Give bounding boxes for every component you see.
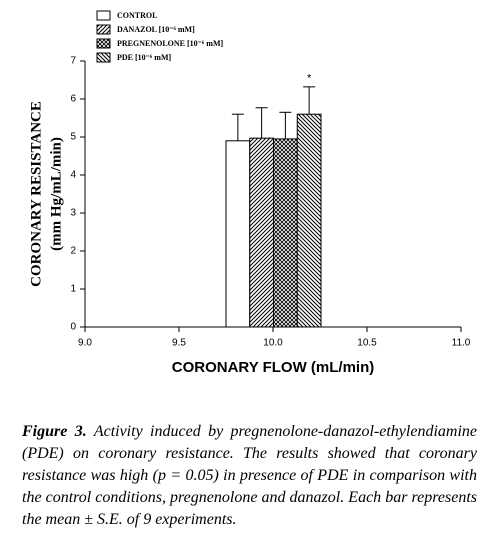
caption-label: Figure 3. — [22, 423, 87, 440]
bar — [249, 137, 274, 328]
annotation: * — [307, 73, 312, 85]
y-tick-label: 6 — [70, 94, 76, 105]
x-tick-label: 9.0 — [78, 338, 92, 349]
y-axis-subtitle: (mm Hg/mL/min) — [48, 137, 64, 251]
legend-swatch — [96, 38, 111, 49]
y-tick-label: 1 — [70, 284, 76, 295]
caption: Figure 3. Activity induced by pregnenolo… — [22, 421, 477, 531]
y-tick-label: 0 — [70, 322, 76, 333]
y-tick-label: 5 — [70, 132, 76, 143]
legend-label: PDE [10⁻⁶ mM] — [117, 53, 172, 62]
chart: CORONARY FLOW (mL/min) CORONARY RESISTAN… — [28, 10, 471, 376]
y-tick-label: 2 — [70, 246, 76, 257]
x-tick-label: 9.5 — [172, 338, 186, 349]
caption-text: Activity induced by pregnenolone-danazol… — [22, 423, 477, 528]
y-axis-title: CORONARY RESISTANCE — [28, 101, 44, 287]
legend-swatch — [96, 24, 111, 35]
x-tick-label: 11.0 — [452, 338, 471, 349]
x-tick-label: 10.5 — [357, 338, 377, 349]
legend-label: PREGNENOLONE [10⁻⁶ mM] — [117, 39, 224, 48]
x-tick-label: 10.0 — [263, 338, 283, 349]
bar — [296, 113, 322, 328]
bar — [225, 140, 251, 328]
legend-label: CONTROL — [117, 11, 157, 20]
legend-swatch — [96, 10, 111, 21]
y-tick-label: 7 — [70, 56, 76, 67]
y-tick-label: 4 — [70, 170, 76, 181]
x-axis-title: CORONARY FLOW (mL/min) — [172, 359, 375, 376]
bar — [273, 138, 298, 328]
legend-label: DANAZOL [10⁻⁶ mM] — [117, 25, 195, 34]
legend-swatch — [96, 52, 111, 63]
y-tick-label: 3 — [70, 208, 76, 219]
